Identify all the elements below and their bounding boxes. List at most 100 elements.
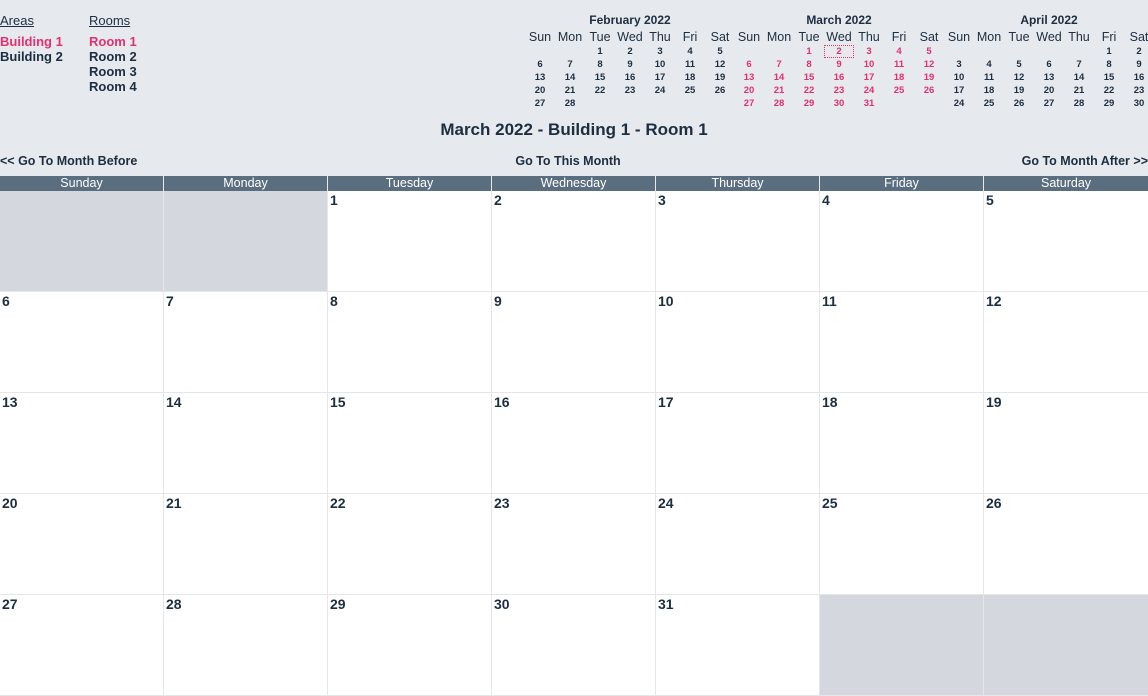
day-cell[interactable]: 27 xyxy=(0,595,164,696)
area-building-1[interactable]: Building 1 xyxy=(0,34,63,49)
day-cell[interactable]: 17 xyxy=(656,393,820,494)
mini-day-link[interactable]: 20 xyxy=(534,85,546,96)
mini-day-link[interactable]: 30 xyxy=(1133,98,1145,109)
next-month-link[interactable]: Go To Month After >> xyxy=(1021,154,1148,168)
mini-day-link[interactable]: 5 xyxy=(1016,59,1022,70)
mini-day-link[interactable]: 5 xyxy=(926,46,932,57)
day-cell[interactable]: 25 xyxy=(820,494,984,595)
mini-day-link[interactable]: 15 xyxy=(594,72,606,83)
mini-day-link[interactable]: 2 xyxy=(824,45,854,58)
mini-day-link[interactable]: 4 xyxy=(687,46,693,57)
mini-day-link[interactable]: 4 xyxy=(986,59,992,70)
day-cell[interactable]: 10 xyxy=(656,292,820,393)
day-cell[interactable]: 2 xyxy=(492,191,656,292)
day-number[interactable]: 13 xyxy=(2,394,18,410)
mini-day-link[interactable]: 18 xyxy=(893,72,905,83)
day-cell[interactable]: 31 xyxy=(656,595,820,696)
mini-day-link[interactable]: 20 xyxy=(1043,85,1055,96)
day-cell[interactable]: 24 xyxy=(656,494,820,595)
day-number[interactable]: 23 xyxy=(494,495,510,511)
mini-day-link[interactable]: 14 xyxy=(564,72,576,83)
day-number[interactable]: 3 xyxy=(658,192,666,208)
day-cell[interactable]: 12 xyxy=(984,292,1148,393)
day-number[interactable]: 14 xyxy=(166,394,182,410)
day-number[interactable]: 9 xyxy=(494,293,502,309)
room-2[interactable]: Room 2 xyxy=(89,49,137,64)
mini-day-link[interactable]: 28 xyxy=(564,98,576,109)
mini-day-link[interactable]: 22 xyxy=(803,85,815,96)
day-cell[interactable]: 9 xyxy=(492,292,656,393)
mini-day-link[interactable]: 14 xyxy=(773,72,785,83)
day-number[interactable]: 1 xyxy=(330,192,338,208)
mini-day-link[interactable]: 27 xyxy=(534,98,546,109)
mini-day-link[interactable]: 23 xyxy=(1133,85,1145,96)
mini-day-link[interactable]: 25 xyxy=(684,85,696,96)
mini-day-link[interactable]: 12 xyxy=(923,59,935,70)
day-number[interactable]: 2 xyxy=(494,192,502,208)
day-number[interactable]: 4 xyxy=(822,192,830,208)
day-cell[interactable]: 1 xyxy=(328,191,492,292)
day-cell[interactable]: 22 xyxy=(328,494,492,595)
mini-day-link[interactable]: 27 xyxy=(743,98,755,109)
day-cell[interactable]: 14 xyxy=(164,393,328,494)
mini-day-link[interactable]: 21 xyxy=(773,85,785,96)
mini-day-link[interactable]: 9 xyxy=(1136,59,1142,70)
day-number[interactable]: 16 xyxy=(494,394,510,410)
mini-day-link[interactable]: 23 xyxy=(833,85,845,96)
mini-day-link[interactable]: 27 xyxy=(1043,98,1055,109)
mini-day-link[interactable]: 7 xyxy=(1076,59,1082,70)
mini-day-link[interactable]: 28 xyxy=(773,98,785,109)
day-number[interactable]: 12 xyxy=(986,293,1002,309)
mini-day-link[interactable]: 3 xyxy=(956,59,962,70)
mini-day-link[interactable]: 2 xyxy=(627,46,633,57)
mini-day-link[interactable]: 29 xyxy=(803,98,815,109)
day-number[interactable]: 22 xyxy=(330,495,346,511)
day-cell[interactable]: 20 xyxy=(0,494,164,595)
mini-day-link[interactable]: 12 xyxy=(714,59,726,70)
mini-day-link[interactable]: 18 xyxy=(684,72,696,83)
day-number[interactable]: 11 xyxy=(822,293,837,309)
room-4[interactable]: Room 4 xyxy=(89,79,137,94)
day-number[interactable]: 17 xyxy=(658,394,674,410)
mini-day-link[interactable]: 13 xyxy=(743,72,755,83)
mini-day-link[interactable]: 6 xyxy=(537,59,543,70)
day-cell[interactable]: 4 xyxy=(820,191,984,292)
day-number[interactable]: 19 xyxy=(986,394,1002,410)
mini-day-link[interactable]: 15 xyxy=(1103,72,1115,83)
mini-day-link[interactable]: 25 xyxy=(983,98,995,109)
mini-day-link[interactable]: 31 xyxy=(863,98,875,109)
day-cell[interactable]: 11 xyxy=(820,292,984,393)
day-number[interactable]: 6 xyxy=(2,293,10,309)
day-cell[interactable]: 13 xyxy=(0,393,164,494)
day-cell[interactable]: 15 xyxy=(328,393,492,494)
mini-day-link[interactable]: 7 xyxy=(567,59,573,70)
mini-day-link[interactable]: 25 xyxy=(893,85,905,96)
mini-day-link[interactable]: 24 xyxy=(654,85,666,96)
mini-day-link[interactable]: 17 xyxy=(953,85,965,96)
day-cell[interactable]: 29 xyxy=(328,595,492,696)
mini-day-link[interactable]: 11 xyxy=(983,72,995,83)
mini-day-link[interactable]: 22 xyxy=(594,85,606,96)
day-cell[interactable]: 16 xyxy=(492,393,656,494)
mini-day-link[interactable]: 6 xyxy=(1046,59,1052,70)
mini-day-link[interactable]: 26 xyxy=(923,85,935,96)
day-cell[interactable]: 21 xyxy=(164,494,328,595)
mini-day-link[interactable]: 8 xyxy=(1106,59,1112,70)
mini-day-link[interactable]: 2 xyxy=(1136,46,1142,57)
day-number[interactable]: 29 xyxy=(330,596,346,612)
mini-day-link[interactable]: 19 xyxy=(714,72,726,83)
mini-day-link[interactable]: 18 xyxy=(983,85,995,96)
day-number[interactable]: 31 xyxy=(658,596,674,612)
area-building-2[interactable]: Building 2 xyxy=(0,49,63,64)
mini-day-link[interactable]: 13 xyxy=(1043,72,1055,83)
day-cell[interactable]: 5 xyxy=(984,191,1148,292)
mini-day-link[interactable]: 6 xyxy=(746,59,752,70)
room-3[interactable]: Room 3 xyxy=(89,64,137,79)
day-cell[interactable]: 3 xyxy=(656,191,820,292)
mini-day-link[interactable]: 16 xyxy=(1133,72,1145,83)
day-number[interactable]: 18 xyxy=(822,394,838,410)
mini-day-link[interactable]: 13 xyxy=(534,72,546,83)
mini-day-link[interactable]: 1 xyxy=(1106,46,1112,57)
day-cell[interactable]: 6 xyxy=(0,292,164,393)
mini-day-link[interactable]: 24 xyxy=(863,85,875,96)
